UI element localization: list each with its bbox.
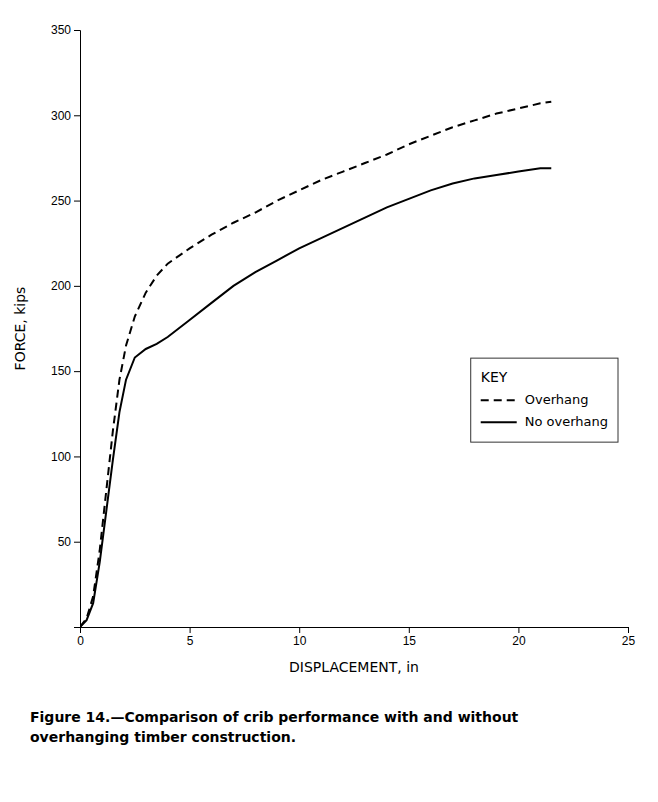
y-tick-mark <box>74 286 80 287</box>
legend-label: Overhang <box>525 392 589 407</box>
y-tick: 250 <box>51 194 80 208</box>
x-tick: 15 <box>403 627 417 648</box>
x-tick-label: 25 <box>622 634 636 648</box>
y-tick-label: 300 <box>51 109 71 123</box>
legend-label: No overhang <box>525 414 608 429</box>
y-axis: 50 100 150 200 250 300 350 <box>51 23 81 627</box>
y-tick-label: 350 <box>51 23 71 37</box>
chart: 0 5 10 15 20 25 50 100 150 200 250 300 350 DISPLACEME… <box>0 0 658 802</box>
x-tick-label: 0 <box>77 634 84 648</box>
x-tick: 25 <box>622 627 636 648</box>
y-tick-label: 50 <box>58 535 72 549</box>
x-tick-label: 10 <box>293 634 307 648</box>
y-tick: 100 <box>51 450 80 464</box>
x-tick: 10 <box>293 627 307 648</box>
legend-title: KEY <box>481 369 508 385</box>
plot: 0 5 10 15 20 25 50 100 150 200 250 300 350 DISPLACEME… <box>12 23 635 675</box>
x-tick: 0 <box>77 627 84 648</box>
y-tick-label: 200 <box>51 279 71 293</box>
x-tick: 5 <box>187 627 194 648</box>
x-axis-line <box>81 628 629 634</box>
x-tick-mark <box>628 627 629 633</box>
caption-line: overhanging timber construction. <box>30 729 296 745</box>
x-tick-mark <box>190 627 191 633</box>
x-axis-title: DISPLACEMENT, in <box>289 659 419 675</box>
x-axis: 0 5 10 15 20 25 <box>77 627 635 648</box>
x-tick-label: 15 <box>403 634 417 648</box>
y-tick-mark <box>74 542 80 543</box>
y-tick: 200 <box>51 279 80 293</box>
y-tick: 300 <box>51 109 80 123</box>
y-tick: 150 <box>51 364 80 378</box>
x-tick-mark <box>409 627 410 633</box>
y-axis-line <box>74 31 81 628</box>
y-tick: 50 <box>58 535 80 549</box>
legend-swatch <box>481 421 517 423</box>
y-tick-mark <box>74 30 80 31</box>
caption: Figure 14.—Comparison of crib performanc… <box>30 709 519 745</box>
y-tick-mark <box>74 456 80 457</box>
x-tick-label: 5 <box>187 634 194 648</box>
y-tick-mark <box>74 115 80 116</box>
y-tick-label: 150 <box>51 364 71 378</box>
y-tick: 350 <box>51 23 80 37</box>
legend: KEY Overhang No overhang <box>471 358 618 442</box>
y-tick-label: 250 <box>51 194 71 208</box>
y-tick-label: 100 <box>51 450 71 464</box>
y-tick-mark <box>74 371 80 372</box>
x-tick-label: 20 <box>512 634 526 648</box>
x-tick: 20 <box>512 627 526 648</box>
caption-line: Figure 14.—Comparison of crib performanc… <box>30 709 519 725</box>
legend-box <box>471 358 618 442</box>
y-axis-title: FORCE, kips <box>12 287 28 371</box>
legend-swatch <box>481 399 517 401</box>
y-tick-mark <box>74 201 80 202</box>
x-tick-mark <box>518 627 519 633</box>
x-tick-mark <box>299 627 300 633</box>
